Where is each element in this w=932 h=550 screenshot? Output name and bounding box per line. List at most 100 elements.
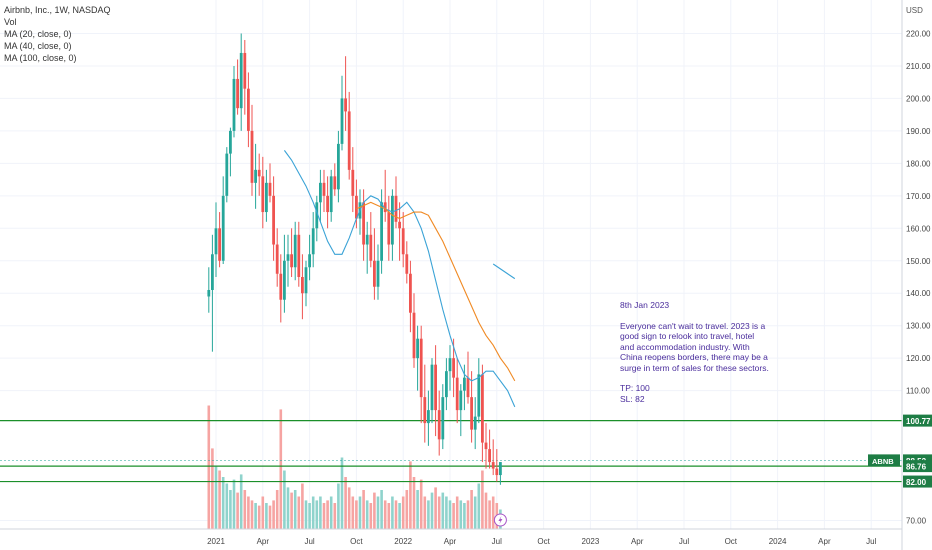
candle[interactable] xyxy=(398,221,401,229)
ticker-tag[interactable] xyxy=(868,454,900,467)
candle[interactable] xyxy=(322,182,326,196)
candle[interactable] xyxy=(236,78,239,109)
candle[interactable] xyxy=(380,202,383,261)
candle[interactable] xyxy=(301,277,304,294)
candle[interactable] xyxy=(376,260,380,287)
candle[interactable] xyxy=(283,260,286,300)
candle[interactable] xyxy=(229,130,232,154)
candle[interactable] xyxy=(279,273,283,300)
candle[interactable] xyxy=(419,338,423,398)
candle[interactable] xyxy=(448,358,452,372)
candle[interactable] xyxy=(434,364,437,411)
candle[interactable] xyxy=(232,78,236,131)
volume-bar xyxy=(448,500,452,529)
candle[interactable] xyxy=(308,254,311,268)
candle[interactable] xyxy=(470,397,473,430)
candle[interactable] xyxy=(499,462,502,476)
candle[interactable] xyxy=(340,98,344,144)
price-tag[interactable] xyxy=(903,460,932,473)
candle[interactable] xyxy=(243,52,247,89)
candle[interactable] xyxy=(250,130,254,183)
candle[interactable] xyxy=(401,228,405,255)
candle[interactable] xyxy=(373,260,376,287)
candle[interactable] xyxy=(441,397,445,440)
candle[interactable] xyxy=(362,202,365,245)
chart-legend: Airbnb, Inc., 1W, NASDAQ Vol MA (20, clo… xyxy=(4,4,111,64)
candle[interactable] xyxy=(286,254,290,261)
candle[interactable] xyxy=(326,195,329,213)
candle[interactable] xyxy=(427,410,430,424)
price-tag[interactable] xyxy=(903,414,932,427)
ma20-line[interactable] xyxy=(283,150,516,408)
candle[interactable] xyxy=(477,374,481,417)
candle[interactable] xyxy=(416,338,419,359)
candle[interactable] xyxy=(319,182,322,203)
candle[interactable] xyxy=(225,153,229,196)
candle[interactable] xyxy=(329,176,333,213)
candle[interactable] xyxy=(459,390,463,411)
candle[interactable] xyxy=(293,234,297,268)
candle[interactable] xyxy=(304,267,308,294)
candle[interactable] xyxy=(394,195,398,222)
candle[interactable] xyxy=(484,442,488,450)
candle[interactable] xyxy=(254,169,257,183)
candle[interactable] xyxy=(405,254,409,274)
volume-bar xyxy=(369,503,373,529)
candle[interactable] xyxy=(214,228,218,255)
candle[interactable] xyxy=(268,182,272,196)
candle[interactable] xyxy=(466,377,470,398)
candle[interactable] xyxy=(488,449,491,463)
candle[interactable] xyxy=(290,254,293,268)
candle[interactable] xyxy=(261,176,265,213)
candle[interactable] xyxy=(463,377,466,391)
volume-bar xyxy=(401,496,405,529)
candle[interactable] xyxy=(218,228,221,261)
candle[interactable] xyxy=(430,364,434,411)
candle[interactable] xyxy=(481,374,484,443)
candle[interactable] xyxy=(265,182,268,213)
indicator-vol[interactable]: Vol xyxy=(4,17,17,27)
ma100-line[interactable] xyxy=(492,263,516,280)
candle[interactable] xyxy=(344,98,347,112)
candle[interactable] xyxy=(355,195,358,219)
candle[interactable] xyxy=(247,88,250,131)
candle[interactable] xyxy=(297,234,301,277)
candle[interactable] xyxy=(207,289,211,297)
candle[interactable] xyxy=(239,52,243,109)
candle[interactable] xyxy=(311,228,315,255)
ticker-tag-label: ABNB xyxy=(872,457,894,466)
candle[interactable] xyxy=(387,212,391,245)
candle[interactable] xyxy=(351,169,355,196)
candle[interactable] xyxy=(337,143,340,190)
candle[interactable] xyxy=(365,234,369,245)
price-tag[interactable] xyxy=(903,475,932,488)
candle[interactable] xyxy=(257,169,261,177)
candle[interactable] xyxy=(369,234,373,261)
candle[interactable] xyxy=(445,371,448,398)
volume-bar xyxy=(437,496,441,529)
candle[interactable] xyxy=(495,468,499,476)
candle[interactable] xyxy=(437,410,441,440)
candle[interactable] xyxy=(347,111,351,170)
candle[interactable] xyxy=(455,377,459,411)
candle[interactable] xyxy=(275,244,279,274)
candle[interactable] xyxy=(452,358,455,378)
candle[interactable] xyxy=(383,202,387,213)
candle[interactable] xyxy=(315,202,319,229)
candle[interactable] xyxy=(409,273,412,313)
symbol-title[interactable]: Airbnb, Inc., 1W, NASDAQ xyxy=(4,5,111,15)
candle[interactable] xyxy=(272,195,275,245)
candle[interactable] xyxy=(211,254,214,290)
candle[interactable] xyxy=(412,312,416,359)
candle[interactable] xyxy=(391,195,394,245)
indicator-ma100[interactable]: MA (100, close, 0) xyxy=(4,53,77,63)
candle[interactable] xyxy=(473,416,477,430)
indicator-ma20[interactable]: MA (20, close, 0) xyxy=(4,29,72,39)
candle[interactable] xyxy=(423,397,427,424)
candle[interactable] xyxy=(333,176,337,190)
ma40-line[interactable] xyxy=(356,201,516,382)
candle[interactable] xyxy=(491,462,495,469)
indicator-ma40[interactable]: MA (40, close, 0) xyxy=(4,41,72,51)
candle[interactable] xyxy=(221,195,225,261)
